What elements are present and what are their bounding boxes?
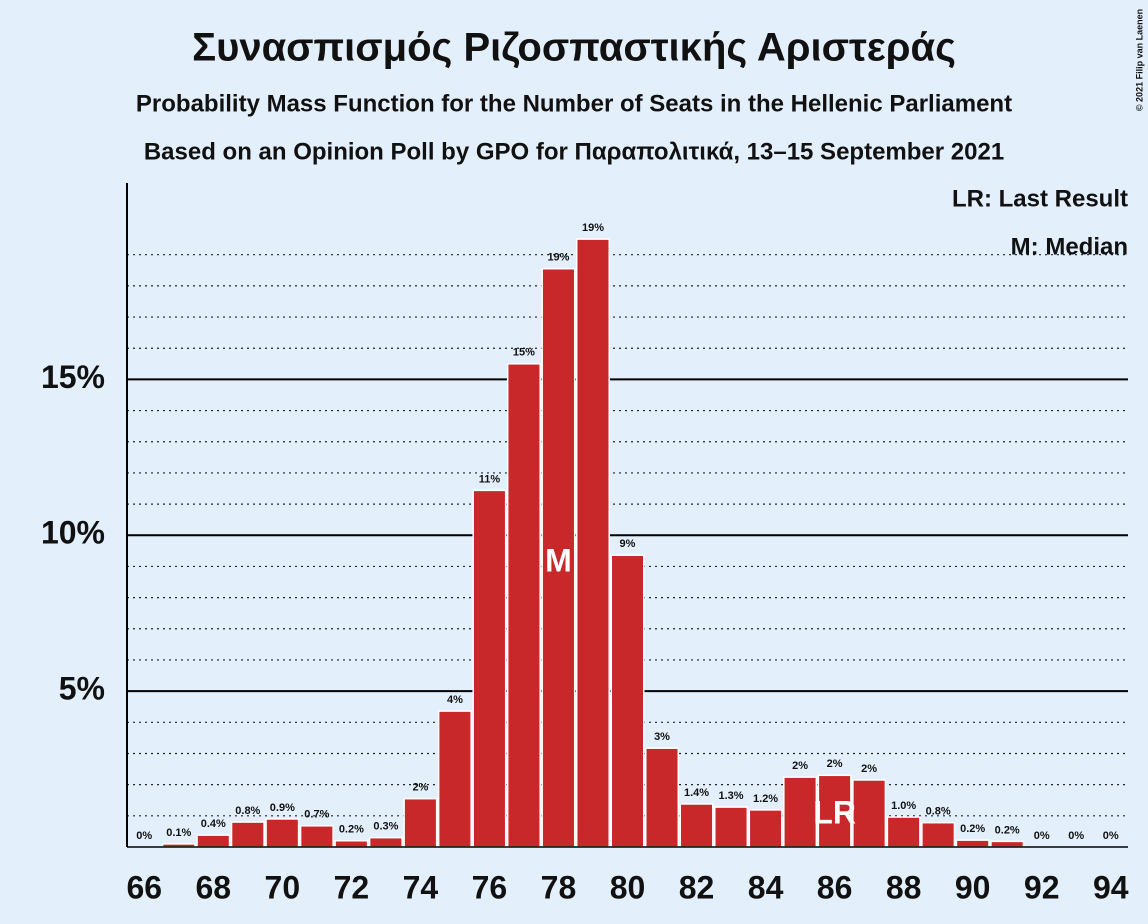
value-label: 15% [513, 347, 535, 359]
x-tick-label: 76 [472, 869, 508, 905]
bar [265, 818, 300, 848]
x-tick-label: 68 [195, 869, 231, 905]
value-label: 2% [412, 782, 428, 794]
x-tick-label: 86 [817, 869, 853, 905]
bar [886, 816, 921, 848]
bar [748, 809, 783, 848]
x-tick-label: 74 [403, 869, 439, 905]
x-tick-label: 72 [334, 869, 370, 905]
x-tick-label: 66 [126, 869, 162, 905]
value-label: 11% [479, 473, 501, 485]
bar [403, 797, 438, 848]
chart-subtitle: Based on an Opinion Poll by GPO for Παρα… [144, 138, 1004, 165]
y-tick-label: 10% [41, 515, 105, 551]
bar [852, 779, 887, 848]
bar [506, 363, 541, 848]
chart-title: Συνασπισμός Ριζοσπαστικής Αριστεράς [192, 26, 956, 70]
value-label: 0% [136, 830, 152, 842]
value-label: 1.3% [719, 790, 744, 802]
value-label: 3% [654, 731, 670, 743]
value-label: 0.9% [270, 802, 295, 814]
x-tick-label: 88 [886, 869, 922, 905]
value-label: 4% [447, 694, 463, 706]
x-tick-label: 80 [610, 869, 646, 905]
bar [541, 267, 576, 848]
marker-label: M [545, 542, 572, 578]
legend-entry: LR: Last Result [952, 185, 1128, 212]
value-label: 0.8% [235, 805, 260, 817]
x-tick-label: 92 [1024, 869, 1060, 905]
x-tick-label: 84 [748, 869, 784, 905]
value-label: 1.0% [891, 800, 916, 812]
bar [955, 839, 990, 848]
bar [679, 803, 714, 848]
value-label: 0.2% [995, 824, 1020, 836]
bar [783, 776, 818, 848]
marker-label: LR [813, 794, 856, 830]
value-label: 1.2% [753, 793, 778, 805]
value-label: 0.3% [373, 821, 398, 833]
bar [921, 821, 956, 848]
value-label: 0.1% [166, 827, 191, 839]
bar [990, 840, 1025, 848]
bar [645, 747, 680, 848]
copyright: © 2021 Filip van Laenen [1134, 9, 1144, 111]
value-label: 0% [1068, 830, 1084, 842]
bar [299, 825, 334, 848]
value-label: 0% [1034, 830, 1050, 842]
bar [437, 710, 472, 848]
bar [610, 554, 645, 848]
bar [196, 834, 231, 848]
value-label: 2% [861, 763, 877, 775]
bar [368, 836, 403, 848]
value-label: 0.2% [960, 823, 985, 835]
value-label: 2% [792, 760, 808, 772]
bar [575, 238, 610, 848]
value-label: 0% [1103, 830, 1119, 842]
y-tick-label: 15% [41, 359, 105, 395]
value-label: 2% [827, 758, 843, 770]
value-label: 1.4% [684, 787, 709, 799]
value-label: 19% [582, 222, 604, 234]
value-label: 0.8% [926, 806, 951, 818]
bar [334, 840, 369, 848]
x-tick-label: 94 [1093, 869, 1129, 905]
value-label: 9% [620, 538, 636, 550]
bar [230, 821, 265, 848]
bar [472, 489, 507, 848]
x-tick-label: 90 [955, 869, 991, 905]
x-tick-label: 78 [541, 869, 577, 905]
bar [714, 806, 749, 848]
value-label: 0.2% [339, 824, 364, 836]
y-tick-label: 5% [59, 671, 105, 707]
chart-subtitle: Probability Mass Function for the Number… [136, 90, 1012, 117]
value-label: 0.4% [201, 818, 226, 830]
x-tick-label: 70 [265, 869, 301, 905]
x-tick-label: 82 [679, 869, 715, 905]
value-label: 19% [547, 252, 569, 264]
value-label: 0.7% [304, 809, 329, 821]
legend-entry: M: Median [1011, 233, 1128, 260]
